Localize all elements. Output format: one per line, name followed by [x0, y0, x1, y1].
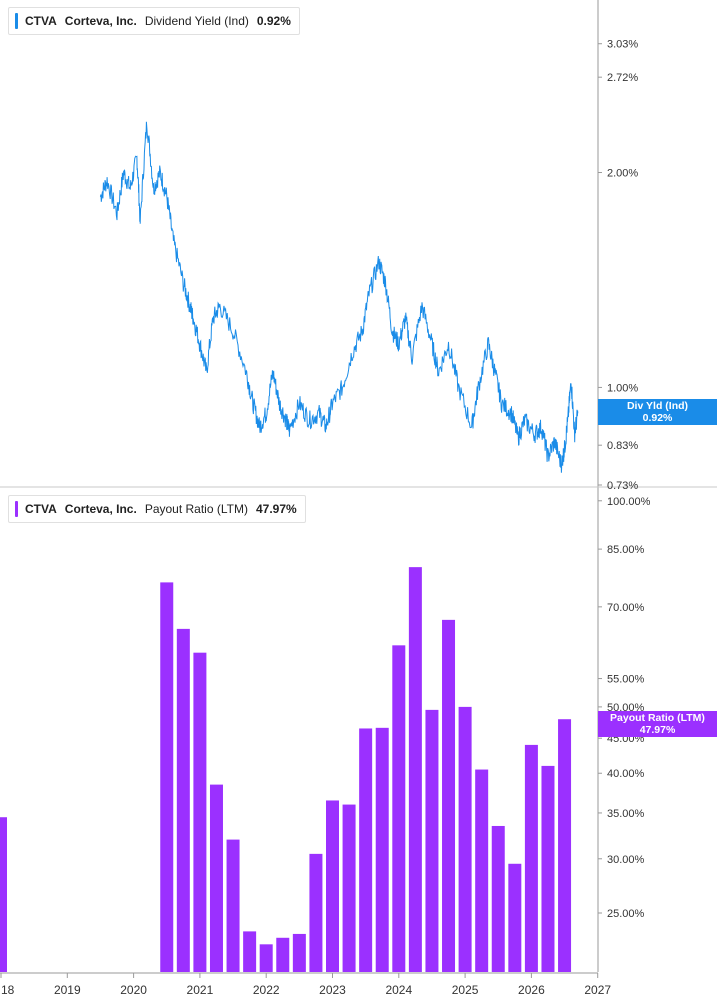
dividend-yield-legend: CTVA Corteva, Inc. Dividend Yield (Ind) …	[8, 7, 300, 35]
y-tick-label: 1.00%	[607, 382, 638, 394]
payout-bar	[160, 582, 174, 972]
payout-bar	[524, 744, 538, 972]
payout-bar	[342, 804, 356, 972]
tag-value: 47.97%	[639, 724, 676, 736]
dividend-yield-line	[99, 121, 579, 473]
y-tick-label: 100.00%	[607, 496, 651, 508]
x-tick-label: 2020	[120, 983, 147, 997]
payout-bar	[475, 769, 489, 972]
y-tick-label: 35.00%	[607, 808, 645, 820]
y-tick-label: 25.00%	[607, 908, 645, 920]
y-tick-label: 2.72%	[607, 72, 638, 84]
payout-bar	[508, 863, 522, 972]
payout-bar	[558, 719, 572, 972]
y-tick-label: 30.00%	[607, 854, 645, 866]
dividend-yield-price-tag: Div Yld (Ind) 0.92%	[598, 399, 717, 425]
payout-bar	[359, 728, 373, 972]
legend-metric: Dividend Yield (Ind)	[144, 14, 249, 28]
x-tick-label: 2019	[54, 983, 81, 997]
x-tick-label: 2022	[253, 983, 280, 997]
payout-bar	[408, 567, 422, 972]
tag-label: Payout Ratio (LTM)	[610, 712, 705, 724]
tag-value: 0.92%	[642, 412, 673, 424]
x-tick-label: 2024	[385, 983, 412, 997]
legend-company: Corteva, Inc.	[64, 502, 137, 516]
payout-bar	[259, 944, 273, 972]
legend-ticker: CTVA	[25, 14, 57, 28]
x-tick-label: 2023	[319, 983, 346, 997]
payout-bar	[0, 817, 7, 972]
legend-ticker: CTVA	[25, 502, 57, 516]
y-tick-label: 85.00%	[607, 544, 645, 556]
y-tick-label: 40.00%	[607, 768, 645, 780]
payout-bar	[326, 800, 339, 972]
legend-value: 0.92%	[256, 14, 291, 28]
legend-company: Corteva, Inc.	[64, 14, 137, 28]
payout-bar	[276, 937, 290, 972]
dividend-yield-plot	[99, 121, 579, 473]
payout-ratio-swatch	[15, 501, 18, 517]
x-tick-label: 2021	[187, 983, 214, 997]
payout-bar	[491, 825, 505, 972]
legend-value: 47.97%	[255, 502, 297, 516]
payout-bar	[176, 628, 190, 972]
payout-ratio-price-tag: Payout Ratio (LTM) 47.97%	[598, 711, 717, 737]
payout-bar	[392, 645, 406, 972]
y-tick-label: 70.00%	[607, 602, 645, 614]
payout-bar	[209, 784, 223, 972]
payout-bar	[226, 839, 240, 972]
y-tick-label: 55.00%	[607, 674, 645, 686]
payout-bar	[375, 727, 389, 972]
payout-ratio-plot	[0, 567, 572, 972]
payout-bar	[442, 619, 456, 972]
x-tick-label: 2027	[584, 983, 611, 997]
y-tick-label: 0.73%	[607, 480, 638, 492]
y-tick-label: 2.00%	[607, 168, 638, 180]
payout-bar	[541, 765, 555, 972]
x-tick-label: 18	[1, 983, 15, 997]
payout-bar	[425, 709, 439, 972]
x-tick-label: 2025	[452, 983, 479, 997]
payout-bar	[243, 931, 257, 972]
legend-metric: Payout Ratio (LTM)	[144, 502, 248, 516]
dividend-yield-swatch	[15, 13, 18, 29]
payout-ratio-legend: CTVA Corteva, Inc. Payout Ratio (LTM) 47…	[8, 495, 306, 523]
payout-bar	[292, 933, 306, 972]
y-tick-label: 50.00%	[607, 702, 645, 714]
y-tick-label: 0.83%	[607, 440, 638, 452]
payout-bar	[193, 652, 207, 972]
tag-label: Div Yld (Ind)	[626, 400, 689, 412]
y-tick-label: 3.03%	[607, 39, 638, 51]
payout-bar	[309, 853, 323, 972]
x-tick-label: 2026	[518, 983, 545, 997]
payout-bar	[458, 706, 472, 972]
